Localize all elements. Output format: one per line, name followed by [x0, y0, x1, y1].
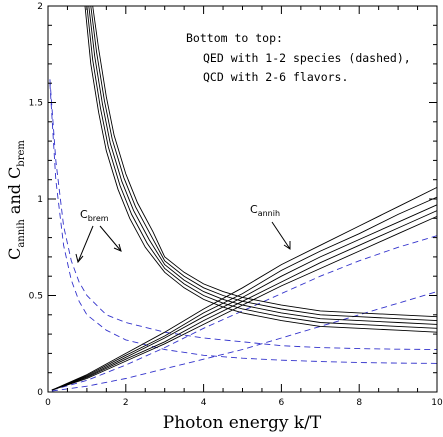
y-tick-label-1: 0.5 — [29, 292, 43, 302]
arrow-brem-right — [99, 225, 122, 252]
x-axis-title: Photon energy k/T — [163, 413, 322, 433]
note-line-1: Bottom to top: — [186, 31, 283, 45]
series-line-13 — [51, 186, 438, 391]
series-line-6 — [88, 5, 438, 325]
arrowhead-annih — [283, 241, 291, 250]
annotation-annih: Cannih — [250, 203, 280, 218]
series-layer — [49, 5, 438, 392]
x-tick-label-2: 4 — [201, 398, 207, 408]
y-axis-title-mid: and C — [5, 167, 24, 220]
annotation-brem-base: C — [80, 208, 88, 221]
annotation-annih-base: C — [250, 203, 258, 216]
arrowhead-brem-left — [75, 253, 84, 264]
y-tick-label-2: 1 — [37, 195, 43, 205]
y-axis-title-sub1: annih — [16, 219, 27, 248]
y-axis-title-sub2: brem — [16, 140, 27, 167]
y-tick-label-4: 2 — [37, 2, 43, 12]
annotation-brem: Cbrem — [80, 208, 109, 223]
series-line-0 — [49, 79, 438, 350]
x-tick-label-4: 8 — [356, 398, 362, 408]
annotation-arrows — [75, 221, 291, 264]
series-line-1 — [49, 83, 438, 364]
arrow-brem-left — [77, 225, 94, 263]
arrow-annih — [271, 221, 291, 250]
x-tick-label-5: 10 — [431, 398, 443, 408]
series-line-10 — [51, 210, 438, 391]
y-tick-label-3: 1.5 — [29, 99, 43, 109]
x-tick-label-1: 2 — [123, 398, 129, 408]
series-line-8 — [92, 5, 438, 318]
series-line-2 — [51, 291, 438, 392]
series-line-9 — [51, 215, 438, 391]
ticks-layer: 0 2 4 6 8 10 0 0.5 1 1.5 2 — [29, 2, 443, 408]
series-line-7 — [90, 5, 438, 322]
y-axis-title-base: C — [5, 248, 24, 260]
x-tick-label-3: 6 — [279, 398, 285, 408]
arrowhead-brem-right — [113, 243, 122, 252]
note-line-3: QCD with 2-6 flavors. — [203, 70, 348, 84]
series-line-5 — [86, 5, 438, 329]
y-tick-label-0: 0 — [37, 388, 43, 398]
annotation-brem-sub: brem — [88, 214, 109, 223]
series-line-12 — [51, 196, 438, 391]
y-axis-title: Cannih and Cbrem — [5, 140, 27, 260]
x-tick-label-0: 0 — [45, 398, 51, 408]
series-line-3 — [51, 235, 438, 391]
series-line-11 — [51, 204, 438, 391]
annotation-annih-sub: annih — [258, 209, 280, 218]
note-line-2: QED with 1-2 species (dashed), — [203, 51, 411, 65]
series-line-4 — [84, 5, 438, 333]
